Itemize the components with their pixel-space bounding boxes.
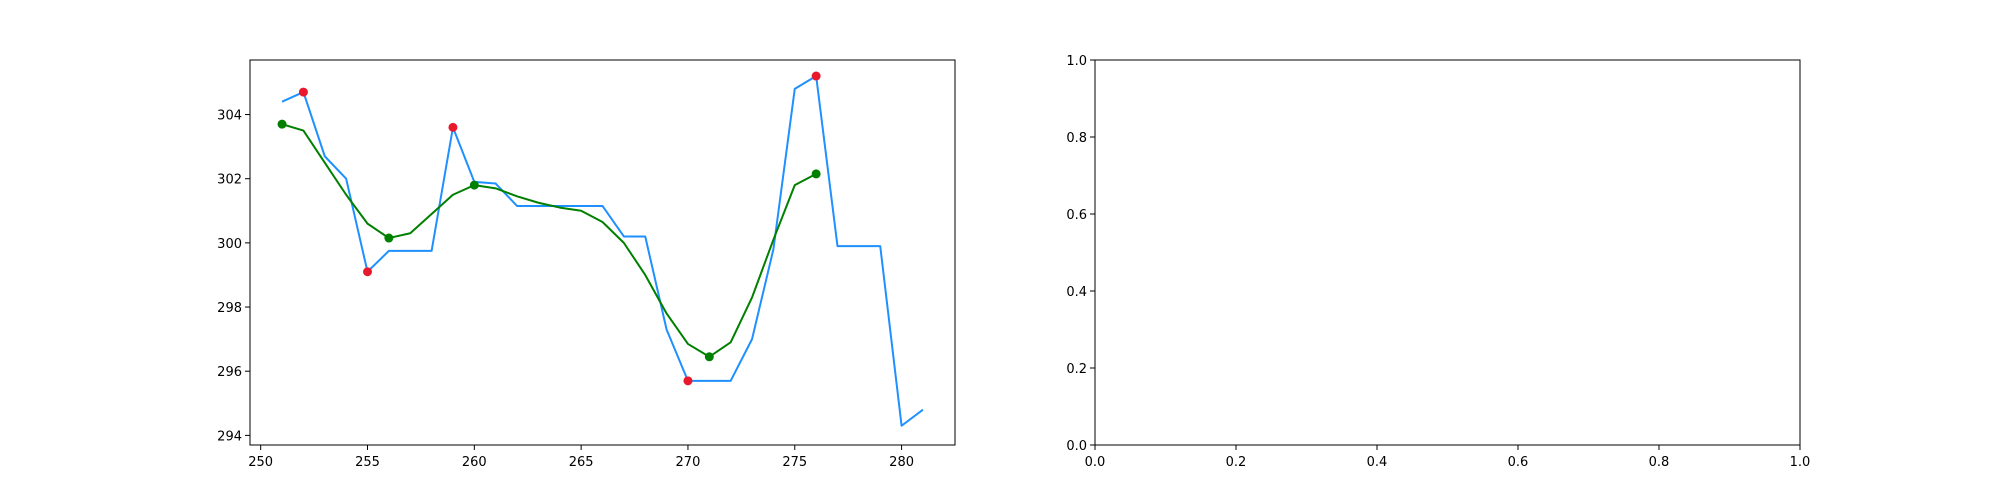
data-point — [811, 71, 821, 81]
y-tick-label: 1.0 — [1066, 54, 1087, 69]
data-point — [298, 87, 308, 97]
y-tick-label: 296 — [217, 365, 242, 380]
data-point — [704, 352, 714, 362]
series-line-0 — [281, 75, 924, 427]
x-tick-label: 0.2 — [1226, 455, 1247, 470]
x-tick-label: 0.0 — [1085, 455, 1106, 470]
right-axes: 0.0 0.2 0.4 0.6 0.8 1.0 0.0 0.2 0.4 0.6 0.8 1.0 — [1066, 54, 1810, 470]
data-point — [469, 180, 479, 190]
data-point — [277, 119, 287, 129]
x-tick-label: 270 — [676, 455, 701, 470]
x-tick-label: 0.8 — [1649, 455, 1670, 470]
y-tick-label: 0.4 — [1066, 285, 1087, 300]
left-axes: 250 255 260 265 270 275 280 294 296 298 300 302 304 — [217, 59, 956, 470]
axes-frame — [249, 59, 956, 446]
y-tick-label: 0.2 — [1066, 362, 1087, 377]
x-tick-label: 250 — [248, 455, 273, 470]
y-tick-label: 304 — [217, 109, 242, 124]
axes-frame — [1094, 59, 1801, 446]
y-tick-label: 0.6 — [1066, 208, 1087, 223]
data-point — [448, 122, 458, 132]
y-tick-label: 294 — [217, 429, 242, 444]
data-point — [384, 233, 394, 243]
x-tick-label: 260 — [462, 455, 487, 470]
x-tick-label: 0.6 — [1508, 455, 1529, 470]
y-tick-label: 300 — [217, 237, 242, 252]
y-tick-label: 0.8 — [1066, 131, 1087, 146]
y-tick-label: 302 — [217, 173, 242, 188]
x-tick-label: 255 — [355, 455, 380, 470]
y-tick-label: 298 — [217, 301, 242, 316]
y-tick-label: 0.0 — [1066, 439, 1087, 454]
x-tick-label: 0.4 — [1367, 455, 1388, 470]
data-point — [683, 376, 693, 386]
data-point — [363, 267, 372, 277]
x-tick-label: 265 — [569, 455, 594, 470]
x-tick-label: 280 — [889, 455, 914, 470]
series-line-1 — [281, 123, 817, 358]
x-tick-label: 275 — [782, 455, 807, 470]
x-tick-label: 1.0 — [1790, 455, 1811, 470]
data-point — [811, 169, 821, 179]
